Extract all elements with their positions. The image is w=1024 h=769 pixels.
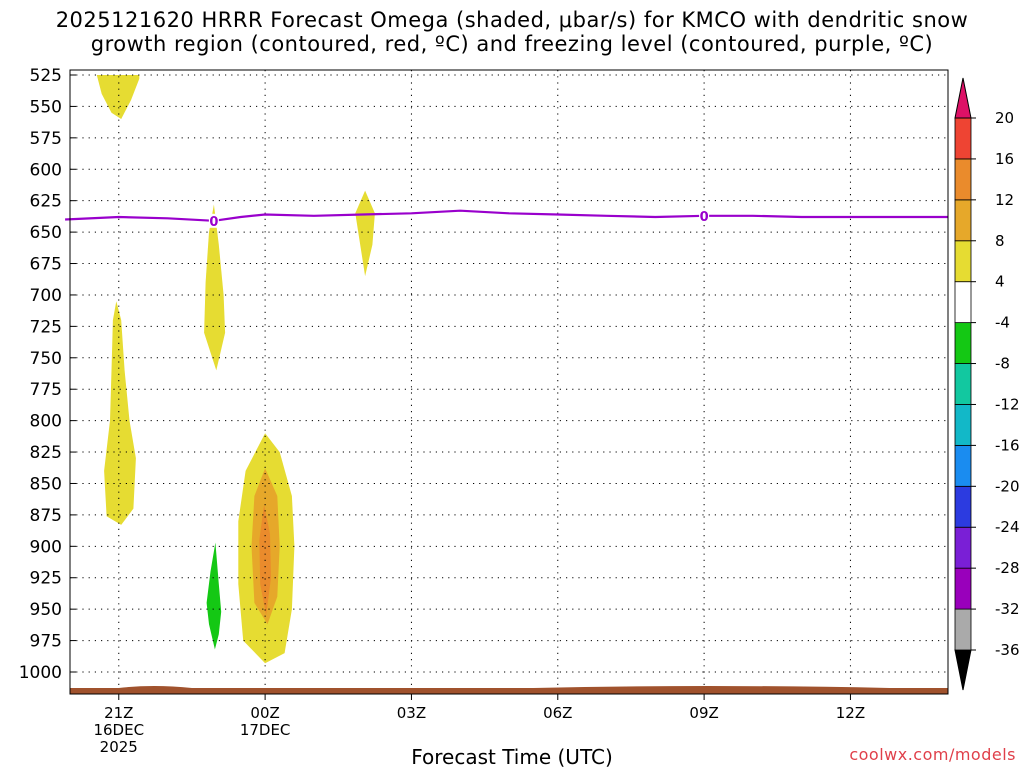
colorbar-segment-4 (954, 444, 972, 487)
omega-region-7 (206, 542, 222, 650)
omega-region-0 (96, 75, 140, 119)
colorbar-label-8: -4 (995, 314, 1010, 332)
y-tick-label-0: 525 (30, 66, 62, 86)
x-tick-label-1-1: 17DEC (240, 721, 291, 739)
x-tick-label-0-2: 2025 (100, 738, 138, 756)
colorbar-segment-10 (954, 199, 972, 242)
omega-region-1 (104, 301, 136, 525)
x-tick-label-2-0: 03Z (397, 704, 426, 722)
x-tick-label-0-1: 16DEC (93, 721, 144, 739)
y-tick-label-11: 800 (30, 412, 62, 432)
y-tick-label-10: 775 (30, 380, 62, 400)
freezing-level-line (65, 209, 948, 222)
colorbar-segment-11 (954, 158, 972, 201)
colorbar-segment-8 (954, 281, 972, 324)
y-tick-label-5: 650 (30, 223, 62, 243)
colorbar-label-11: 12 (995, 191, 1014, 209)
y-tick-label-2: 575 (30, 129, 62, 149)
freezing-level-label-bg-1 (699, 208, 710, 223)
colorbar-label-7: -8 (995, 355, 1010, 373)
colorbar-bottom-arrow (954, 649, 972, 691)
x-tick-label-3-0: 06Z (543, 704, 572, 722)
y-tick-label-7: 700 (30, 286, 62, 306)
colorbar-label-6: -12 (995, 395, 1020, 413)
colorbar-segment-1 (954, 567, 972, 610)
colorbar-segment-5 (954, 404, 972, 446)
colorbar-segment-9 (954, 240, 972, 283)
terrain-strip (70, 688, 948, 694)
y-tick-label-6: 675 (30, 255, 62, 275)
colorbar-label-4: -20 (995, 477, 1020, 495)
y-tick-label-17: 950 (30, 600, 62, 620)
terrain-bump-2 (533, 686, 890, 688)
chart-title-line-2: growth region (contoured, red, ºC) and f… (90, 32, 934, 56)
x-tick-label-5-0: 12Z (836, 704, 865, 722)
colorbar-label-1: -32 (995, 600, 1020, 618)
colorbar-label-5: -16 (995, 436, 1020, 454)
colorbar-top-arrow (954, 77, 972, 119)
y-tick-label-15: 900 (30, 537, 62, 557)
chart-title: 2025121620 HRRR Forecast Omega (shaded, … (0, 8, 1024, 56)
y-tick-label-3: 600 (30, 160, 62, 180)
omega-region-2 (204, 204, 226, 371)
colorbar-segment-7 (954, 322, 972, 364)
y-tick-label-16: 925 (30, 569, 62, 589)
y-tick-label-19: 1000 (19, 663, 62, 683)
y-tick-label-9: 750 (30, 349, 62, 369)
omega-region-3 (355, 190, 375, 277)
x-axis-label: Forecast Time (UTC) (411, 745, 613, 769)
y-tick-label-13: 850 (30, 474, 62, 494)
x-tick-label-0-0: 21Z (104, 704, 133, 722)
colorbar-segment-2 (954, 526, 972, 569)
colorbar-segment-6 (954, 363, 972, 405)
colorbar-label-3: -24 (995, 518, 1020, 536)
colorbar-label-13: 20 (995, 109, 1014, 127)
y-tick-label-4: 625 (30, 192, 62, 212)
freezing-level-label-1: 0 (700, 210, 709, 225)
y-tick-label-18: 975 (30, 632, 62, 652)
colorbar-label-12: 16 (995, 150, 1014, 168)
y-tick-label-1: 550 (30, 97, 62, 117)
credit-link[interactable]: coolwx.com/models (849, 745, 1016, 764)
y-tick-label-8: 725 (30, 317, 62, 337)
x-tick-label-4-0: 09Z (689, 704, 718, 722)
terrain-bump-1 (118, 686, 192, 688)
plot-frame (69, 69, 949, 695)
colorbar-segment-12 (954, 117, 972, 160)
colorbar-label-0: -36 (995, 641, 1020, 659)
y-tick-label-14: 875 (30, 506, 62, 526)
colorbar-label-2: -28 (995, 559, 1020, 577)
colorbar-segment-3 (954, 485, 972, 528)
y-tick-label-12: 825 (30, 443, 62, 463)
colorbar-label-10: 8 (995, 232, 1005, 250)
freezing-level-label-bg-0 (208, 213, 219, 228)
chart-title-line-1: 2025121620 HRRR Forecast Omega (shaded, … (55, 8, 969, 32)
colorbar-label-9: 4 (995, 273, 1005, 291)
colorbar-segment-0 (954, 608, 972, 651)
freezing-level-label-0: 0 (209, 215, 218, 230)
x-tick-label-1-0: 00Z (250, 704, 279, 722)
